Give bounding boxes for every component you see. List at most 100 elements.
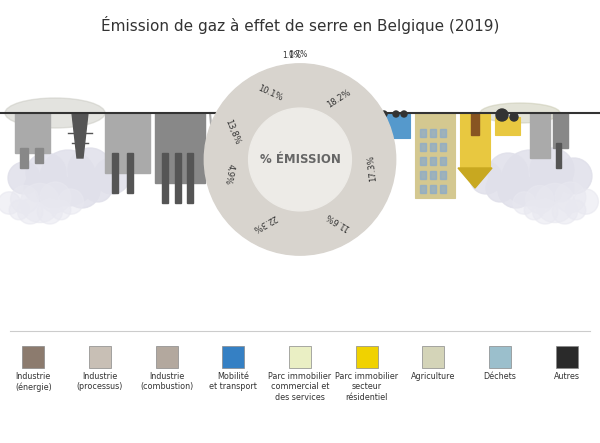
- Circle shape: [533, 199, 558, 224]
- Circle shape: [11, 186, 38, 214]
- Bar: [175, 153, 181, 203]
- Bar: [430, 185, 436, 193]
- Circle shape: [556, 158, 592, 194]
- Circle shape: [486, 174, 514, 202]
- Circle shape: [498, 172, 534, 208]
- Circle shape: [355, 112, 361, 118]
- Circle shape: [24, 174, 52, 202]
- Bar: [530, 113, 550, 158]
- Circle shape: [524, 200, 544, 220]
- Wedge shape: [341, 123, 389, 214]
- Circle shape: [205, 64, 395, 255]
- Bar: [415, 113, 455, 198]
- Bar: [420, 157, 426, 165]
- Bar: [420, 171, 426, 179]
- Circle shape: [345, 112, 351, 118]
- Circle shape: [64, 172, 100, 208]
- Text: Industrie
(combustion): Industrie (combustion): [140, 372, 193, 392]
- Bar: [340, 127, 362, 135]
- Bar: [489, 346, 511, 368]
- Bar: [440, 185, 446, 193]
- Bar: [556, 346, 578, 368]
- Text: Autres: Autres: [554, 372, 580, 381]
- Bar: [15, 113, 50, 153]
- Wedge shape: [211, 94, 265, 163]
- Ellipse shape: [480, 103, 560, 123]
- Bar: [112, 153, 118, 193]
- Circle shape: [37, 199, 62, 224]
- Wedge shape: [296, 71, 300, 108]
- Text: 4,9%: 4,9%: [222, 163, 235, 185]
- Bar: [553, 113, 568, 148]
- Bar: [310, 115, 365, 131]
- Circle shape: [36, 172, 72, 208]
- Text: Industrie
(processus): Industrie (processus): [77, 372, 123, 392]
- Bar: [35, 148, 43, 163]
- Wedge shape: [310, 191, 370, 247]
- Polygon shape: [72, 113, 88, 158]
- Circle shape: [315, 112, 321, 118]
- Polygon shape: [458, 168, 492, 188]
- Bar: [22, 346, 44, 368]
- Circle shape: [513, 192, 535, 214]
- Circle shape: [327, 112, 333, 118]
- Circle shape: [381, 111, 387, 117]
- Bar: [556, 143, 561, 168]
- Circle shape: [20, 183, 59, 222]
- Text: 10.1%: 10.1%: [256, 84, 284, 103]
- Circle shape: [40, 182, 71, 213]
- Circle shape: [401, 111, 407, 117]
- Text: Parc immobilier
secteur
résidentiel: Parc immobilier secteur résidentiel: [335, 372, 398, 402]
- Circle shape: [0, 192, 20, 214]
- Bar: [372, 113, 410, 138]
- Wedge shape: [217, 177, 316, 248]
- Bar: [440, 157, 446, 165]
- Circle shape: [535, 183, 575, 222]
- Bar: [162, 153, 168, 203]
- Bar: [440, 143, 446, 151]
- Circle shape: [8, 162, 40, 194]
- Circle shape: [26, 153, 66, 193]
- Text: Émission de gaz à effet de serre en Belgique (2019): Émission de gaz à effet de serre en Belg…: [101, 16, 499, 34]
- Circle shape: [470, 162, 502, 194]
- Circle shape: [546, 174, 574, 202]
- Bar: [495, 117, 520, 135]
- Bar: [366, 115, 376, 133]
- Text: 22.3%: 22.3%: [250, 212, 278, 233]
- Bar: [420, 129, 426, 137]
- Text: 17.3%: 17.3%: [366, 154, 378, 182]
- Bar: [430, 143, 436, 151]
- Wedge shape: [300, 71, 380, 138]
- Circle shape: [510, 113, 518, 121]
- Bar: [187, 153, 193, 203]
- Circle shape: [84, 174, 112, 202]
- Circle shape: [526, 186, 554, 214]
- Bar: [420, 143, 426, 151]
- Bar: [471, 113, 479, 135]
- Bar: [127, 153, 133, 193]
- Circle shape: [94, 158, 130, 194]
- Wedge shape: [211, 162, 252, 190]
- Text: Agriculture: Agriculture: [411, 372, 455, 381]
- Circle shape: [9, 200, 29, 220]
- Circle shape: [502, 150, 558, 206]
- Text: 13,8%: 13,8%: [224, 118, 242, 146]
- Text: 1.1%: 1.1%: [282, 51, 301, 60]
- Circle shape: [526, 172, 562, 208]
- Bar: [356, 346, 377, 368]
- Circle shape: [566, 200, 586, 220]
- Bar: [430, 129, 436, 137]
- Bar: [155, 113, 205, 183]
- Text: Déchets: Déchets: [484, 372, 517, 381]
- Circle shape: [58, 189, 83, 214]
- Text: % ÉMISSION: % ÉMISSION: [260, 153, 340, 166]
- Text: 18.2%: 18.2%: [326, 87, 353, 109]
- Bar: [155, 346, 178, 368]
- Circle shape: [371, 111, 377, 117]
- Bar: [89, 346, 111, 368]
- Circle shape: [573, 189, 598, 214]
- Bar: [430, 157, 436, 165]
- Bar: [105, 113, 150, 173]
- Bar: [440, 171, 446, 179]
- Text: 0.7%: 0.7%: [288, 51, 307, 59]
